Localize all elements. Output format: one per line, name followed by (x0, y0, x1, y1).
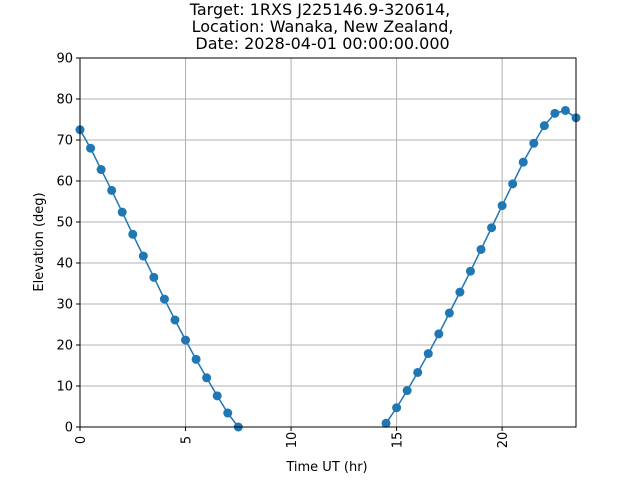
data-point (96, 165, 106, 175)
data-point (107, 185, 117, 195)
y-tick-label: 20 (56, 339, 73, 354)
data-point (434, 329, 444, 339)
y-tick-label: 70 (56, 134, 73, 149)
data-point (202, 373, 212, 383)
plot-frame (79, 57, 577, 428)
data-point (444, 308, 454, 318)
y-tick-label: 80 (56, 93, 73, 108)
y-tick-label: 40 (56, 257, 73, 272)
data-point (455, 287, 465, 297)
data-point (212, 391, 222, 401)
data-point (413, 367, 423, 377)
data-point (392, 403, 402, 413)
data-point (508, 179, 518, 189)
data-point (423, 349, 433, 359)
data-point (550, 108, 560, 118)
y-tick-label: 10 (56, 380, 73, 395)
x-tick-label: 20 (496, 432, 511, 449)
y-tick-label: 30 (56, 298, 73, 313)
y-axis-label: Elevation (deg) (32, 192, 47, 291)
data-point (149, 272, 159, 282)
axis-ticks: 0 5 10 15 20 0 10 20 30 40 50 60 70 80 90 (56, 52, 511, 449)
x-tick-label: 15 (391, 432, 406, 449)
series-lines (79, 109, 577, 428)
data-point (402, 386, 412, 396)
data-point (128, 229, 138, 239)
y-tick-label: 90 (56, 52, 73, 67)
chart-title-line-2: Location: Wanaka, New Zealand, (186, 17, 454, 36)
data-point (138, 251, 148, 261)
series-line (79, 129, 239, 428)
data-point (518, 157, 528, 167)
data-point (191, 354, 201, 364)
x-tick-label: 5 (180, 436, 195, 444)
y-tick-label: 0 (65, 421, 73, 436)
data-point (170, 315, 180, 325)
data-point (159, 294, 169, 304)
data-markers (75, 105, 581, 432)
data-point (465, 266, 475, 276)
data-point (381, 418, 391, 428)
x-tick-label: 10 (285, 432, 300, 449)
chart-title-line-3: Date: 2028-04-01 00:00:00.000 (190, 34, 450, 53)
grid (79, 57, 576, 428)
data-point (560, 105, 570, 115)
data-point (529, 138, 539, 148)
chart-title-line-1: Target: 1RXS J225146.9-320614, (189, 0, 451, 19)
data-point (117, 207, 127, 217)
data-point (181, 335, 191, 345)
data-point (223, 408, 233, 418)
data-point (86, 143, 96, 153)
y-tick-label: 60 (56, 175, 73, 190)
data-point (539, 121, 549, 131)
data-point (497, 201, 507, 211)
x-axis-label: Time UT (hr) (285, 460, 367, 475)
data-point (476, 244, 486, 254)
y-tick-label: 50 (56, 216, 73, 231)
x-tick-label: 0 (74, 436, 89, 444)
series-line (385, 109, 577, 424)
data-point (487, 223, 497, 233)
